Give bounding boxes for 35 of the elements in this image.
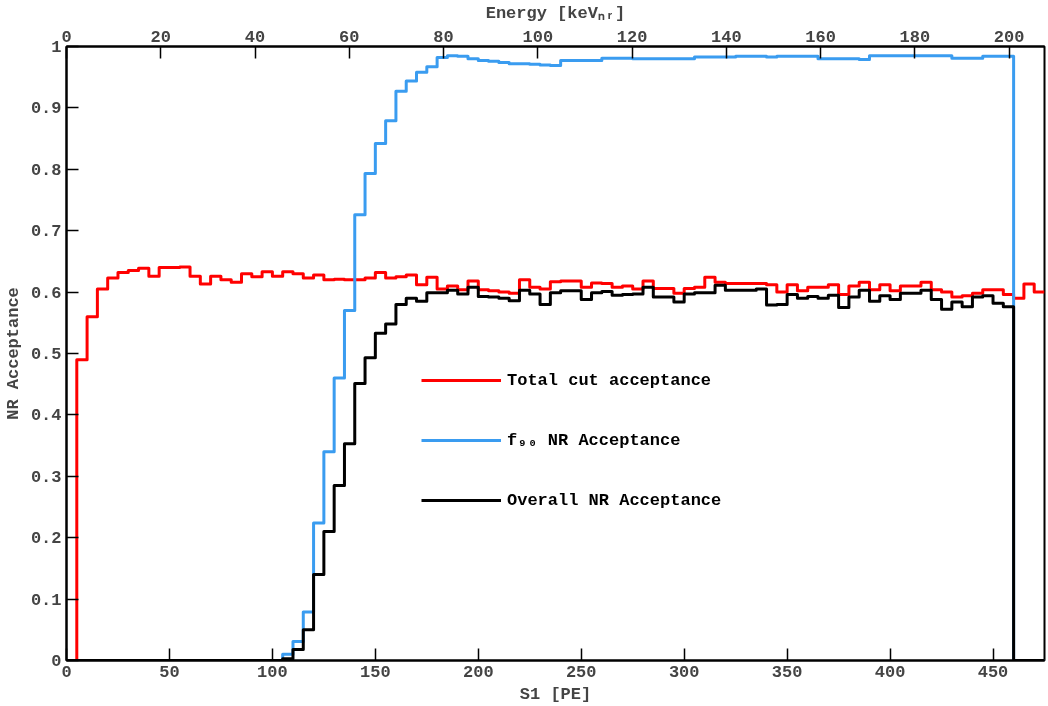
x2-tick-label: 80 bbox=[433, 27, 454, 47]
x-tick-label: 50 bbox=[159, 662, 180, 682]
x2-tick-label: 140 bbox=[711, 27, 742, 47]
x-tick-label: 200 bbox=[462, 662, 494, 682]
x2-tick-label: 20 bbox=[150, 27, 171, 47]
legend-label: Overall NR Acceptance bbox=[507, 490, 722, 510]
x2-tick-label: 160 bbox=[805, 27, 836, 47]
x2-tick-label: 40 bbox=[244, 27, 266, 47]
y-tick-label: 0.6 bbox=[30, 283, 62, 303]
x2-tick-label: 120 bbox=[616, 27, 648, 47]
x2-axis-title: Energy [keVₙᵣ] bbox=[485, 3, 626, 23]
x-tick-label: 350 bbox=[771, 662, 803, 682]
x-tick-label: 100 bbox=[257, 662, 288, 682]
y-tick-label: 0.4 bbox=[30, 406, 62, 426]
legend-label: f₉₀ NR Acceptance bbox=[507, 430, 681, 450]
x2-tick-label: 100 bbox=[522, 27, 554, 47]
y-tick-label: 0.8 bbox=[30, 160, 62, 180]
x-tick-label: 150 bbox=[360, 662, 391, 682]
x2-tick-label: 180 bbox=[899, 27, 931, 47]
y-tick-label: 0.2 bbox=[30, 529, 62, 549]
x-tick-label: 400 bbox=[874, 662, 906, 682]
x2-tick-label: 200 bbox=[993, 27, 1025, 47]
x-tick-label: 300 bbox=[668, 662, 700, 682]
x-tick-label: 450 bbox=[977, 662, 1009, 682]
y-tick-label: 0.1 bbox=[30, 590, 62, 610]
y-axis-title: NR Acceptance bbox=[3, 287, 23, 420]
legend-label: Total cut acceptance bbox=[507, 370, 712, 390]
x-axis-title: S1 [PE] bbox=[519, 684, 592, 704]
y-tick-label: 1 bbox=[51, 38, 62, 57]
x2-tick-label: 60 bbox=[339, 27, 360, 47]
y-tick-label: 0.5 bbox=[30, 345, 62, 364]
x-tick-label: 250 bbox=[565, 662, 597, 682]
y-tick-label: 0.7 bbox=[30, 222, 62, 242]
y-tick-label: 0.3 bbox=[30, 467, 62, 487]
y-tick-label: 0.9 bbox=[30, 99, 62, 119]
